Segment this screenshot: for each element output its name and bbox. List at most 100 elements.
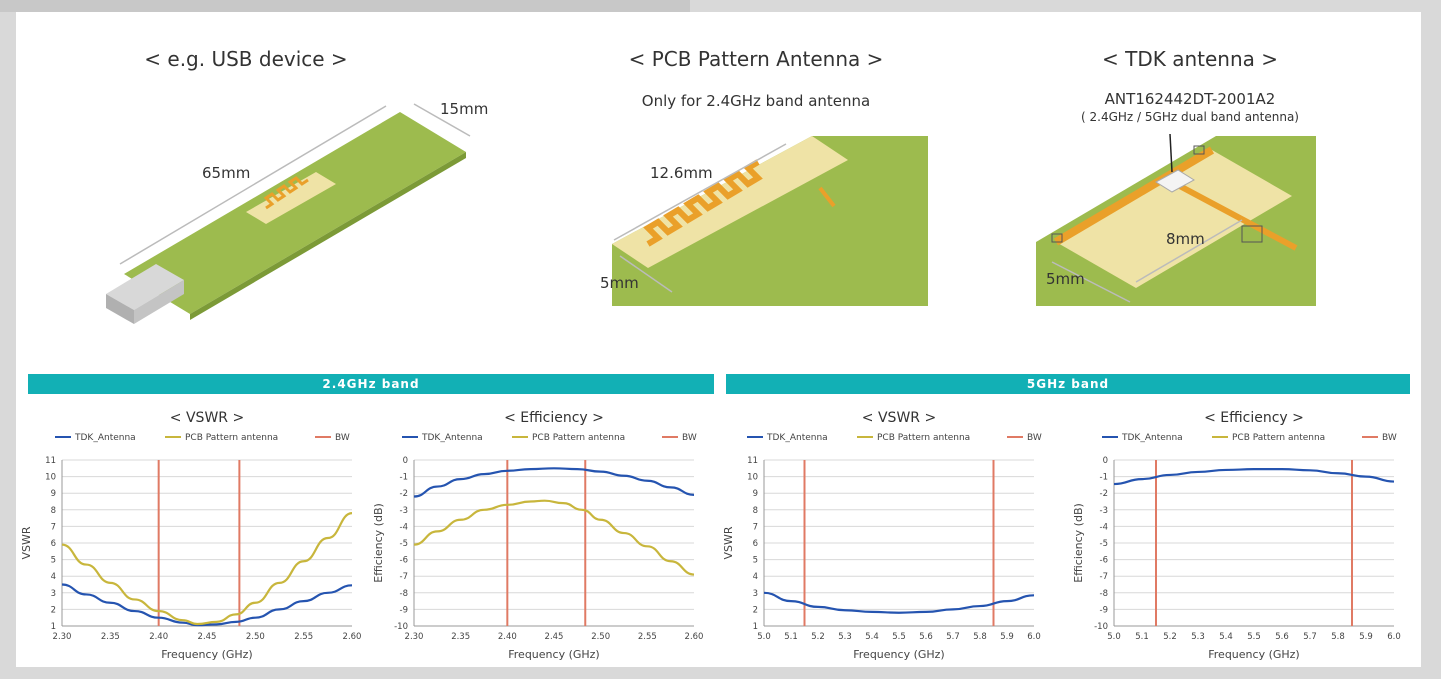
y-tick-label: -7 [400,572,408,582]
y-tick-label: 2 [51,605,56,615]
legend-label-pcb: PCB Pattern antenna [1232,433,1325,443]
y-tick-label: -6 [400,556,408,566]
usb-title: < e.g. USB device > [144,47,347,71]
y-tick-label: -8 [400,589,408,599]
tdk-title: < TDK antenna > [1102,47,1278,71]
x-tick-label: 2.40 [498,632,517,642]
tdk-ground-trace [1053,146,1215,246]
x-tick-label: 5.1 [1135,632,1149,642]
usb-length-label: 65mm [202,164,250,182]
y-tick-label: 10 [747,473,758,483]
x-tick-label: 5.5 [892,632,906,642]
x-tick-label: 5.7 [1303,632,1317,642]
y-tick-label: 7 [753,522,758,532]
antenna-illustrations: < e.g. USB device > 65mm 15mm < PCB Patt… [106,47,1316,324]
x-tick-label: 2.50 [246,632,265,642]
x-tick-label: 5.6 [1275,632,1289,642]
content-panel: < e.g. USB device > 65mm 15mm < PCB Patt… [16,12,1421,667]
pcb-length-dimension [613,143,787,241]
usb-antenna-trace [263,176,309,210]
pcb-title: < PCB Pattern Antenna > [629,47,884,71]
x-tick-label: 2.35 [101,632,120,642]
chart-title: < Efficiency > [1204,410,1304,426]
x-tick-label: 2.30 [53,632,72,642]
usb-board-edge [190,152,466,320]
usb-connector-front [134,280,184,324]
tdk-feed-trace [1174,181,1298,251]
legend-label-pcb: PCB Pattern antenna [185,433,278,443]
y-tick-label: 5 [753,556,758,566]
x-tick-label: 5.3 [1191,632,1205,642]
x-tick-label: 2.30 [405,632,424,642]
tdk-width-label: 5mm [1046,270,1085,288]
y-tick-label: 10 [45,473,56,483]
tdk-chip-antenna [1155,169,1195,193]
x-tick-label: 5.6 [919,632,933,642]
y-tick-label: -5 [1100,539,1108,549]
series-line-pcb [61,512,353,626]
tdk-part-number: ANT162442DT-2001A2 [1105,90,1276,108]
tdk-length-dimension [1135,219,1243,283]
y-tick-label: -2 [400,489,408,499]
y-tick-label: 11 [45,456,56,466]
y-tick-label: 3 [51,589,56,599]
x-tick-label: 2.60 [343,632,362,642]
y-tick-label: -10 [394,622,408,632]
pcb-meander-trace [643,159,763,247]
y-tick-label: 1 [753,622,758,632]
y-tick-label: 11 [747,456,758,466]
y-tick-label: -8 [1100,589,1108,599]
chart-24ghz-vswr: < VSWR > TDK_Antenna PCB Pattern antenna BW… [20,410,362,661]
usb-connector-side [106,294,134,324]
y-axis-label: VSWR [722,526,735,559]
x-tick-label: 5.5 [1247,632,1261,642]
pcb-antenna-illustration: < PCB Pattern Antenna > Only for 2.4GHz … [600,47,928,306]
usb-antenna-pad [246,172,336,224]
usb-width-dimension [413,103,471,137]
y-tick-label: 4 [51,572,56,582]
series-line-tdk [61,583,353,627]
legend-label-bw: BW [1027,433,1042,443]
tdk-pad-left [1051,233,1063,243]
legend-label-tdk: TDK_Antenna [421,433,483,443]
usb-connector-top [106,264,184,310]
pcb-subtitle: Only for 2.4GHz band antenna [642,92,870,110]
y-tick-label: -4 [1100,522,1108,532]
tdk-antenna-illustration: < TDK antenna > ANT162442DT-2001A2 ( 2.4… [1036,47,1316,306]
y-tick-label: 1 [51,622,56,632]
x-axis-label: Frequency (GHz) [161,648,252,661]
chart-24ghz-efficiency: < Efficiency > TDK_Antenna PCB Pattern ant… [372,410,703,661]
x-tick-label: 5.7 [946,632,960,642]
series-line-pcb [413,499,695,576]
pcb-width-label: 5mm [600,274,639,292]
y-tick-label: -4 [400,522,408,532]
pcb-width-dimension [619,255,673,293]
usb-width-label: 15mm [440,100,488,118]
y-tick-label: -9 [400,605,408,615]
x-tick-label: 5.0 [757,632,771,642]
tdk-length-label: 8mm [1166,230,1205,248]
x-tick-label: 5.8 [1331,632,1345,642]
y-tick-label: 0 [403,456,408,466]
tdk-connector-box [1241,225,1263,243]
y-tick-label: -2 [1100,489,1108,499]
legend-label-bw: BW [335,433,350,443]
y-tick-label: -3 [1100,506,1108,516]
y-tick-label: -1 [400,473,408,483]
band-24ghz-bar: 2.4GHz band [28,374,714,394]
y-tick-label: 6 [51,539,56,549]
usb-board [124,112,466,314]
pcb-antenna-pad [612,136,848,268]
x-tick-label: 2.55 [294,632,313,642]
y-axis-label: Efficiency (dB) [1072,503,1085,583]
y-tick-label: 9 [51,489,56,499]
y-tick-label: -1 [1100,473,1108,483]
series-line-tdk [413,467,695,498]
chart-5ghz-vswr: < VSWR > TDK_Antenna PCB Pattern antenna BW… [722,410,1042,661]
y-tick-label: -9 [1100,605,1108,615]
y-tick-label: 3 [753,589,758,599]
y-tick-label: -5 [400,539,408,549]
x-tick-label: 2.45 [198,632,217,642]
legend-label-tdk: TDK_Antenna [766,433,828,443]
legend-label-bw: BW [682,433,697,443]
